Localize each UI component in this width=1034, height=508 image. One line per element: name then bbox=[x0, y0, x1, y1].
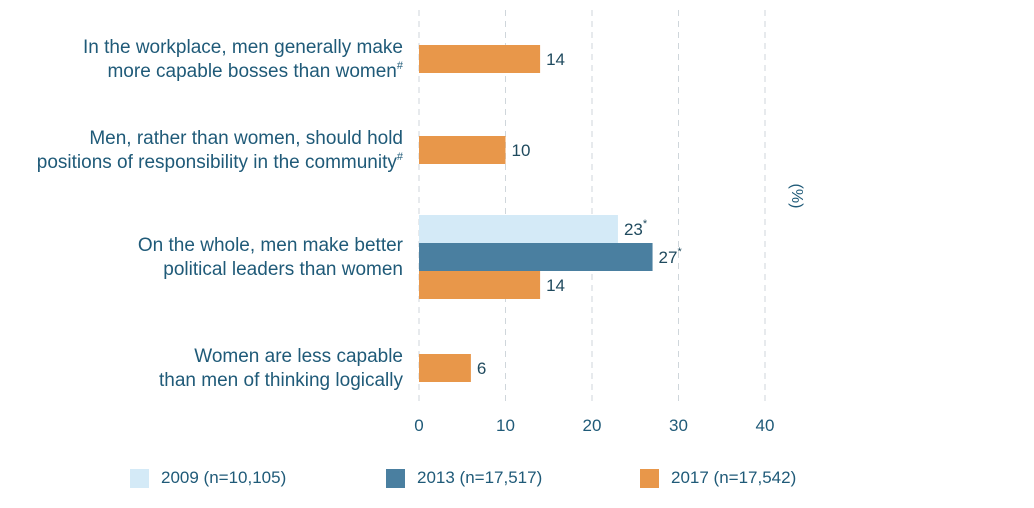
bar bbox=[419, 215, 618, 243]
x-tick-label: 30 bbox=[669, 416, 688, 435]
data-label: 14 bbox=[546, 276, 565, 295]
bar bbox=[419, 354, 471, 382]
category-label: On the whole, men make better bbox=[138, 235, 404, 256]
legend-item: 2013 (n=17,517) bbox=[386, 462, 542, 494]
unit-label: (%) bbox=[788, 184, 805, 209]
x-tick-label: 40 bbox=[756, 416, 775, 435]
legend-label: 2017 (n=17,542) bbox=[671, 468, 797, 487]
category-label: Men, rather than women, should hold bbox=[89, 128, 403, 149]
data-label: 10 bbox=[512, 141, 531, 160]
data-label: 14 bbox=[546, 50, 565, 69]
data-label: 27* bbox=[659, 246, 683, 267]
legend-swatch bbox=[130, 468, 149, 488]
legend-item: 2017 (n=17,542) bbox=[640, 462, 796, 494]
category-label: more capable bosses than women# bbox=[107, 60, 403, 82]
x-tick-label: 20 bbox=[583, 416, 602, 435]
legend-swatch bbox=[640, 468, 659, 488]
chart: 0 10 20 30 40 (%) In the workplace, men genera… bbox=[37, 10, 805, 435]
data-label: 6 bbox=[477, 359, 486, 378]
legend-label: 2009 (n=10,105) bbox=[161, 468, 287, 487]
legend: 2009 (n=10,105) 2013 (n=17,517) 2017 (n=17… bbox=[0, 462, 1034, 494]
x-tick-label: 10 bbox=[496, 416, 515, 435]
category-label: political leaders than women bbox=[163, 259, 403, 280]
data-label: 23* bbox=[624, 218, 648, 239]
legend-label: 2013 (n=17,517) bbox=[417, 468, 543, 487]
category-label: Women are less capable bbox=[194, 346, 403, 367]
bar bbox=[419, 271, 541, 299]
x-tick-label: 0 bbox=[414, 416, 423, 435]
category-label: than men of thinking logically bbox=[159, 370, 403, 391]
category-label: In the workplace, men generally make bbox=[83, 37, 403, 58]
category-label: positions of responsibility in the commu… bbox=[37, 151, 404, 173]
bar bbox=[419, 243, 653, 271]
legend-swatch bbox=[386, 468, 405, 488]
legend-item: 2009 (n=10,105) bbox=[130, 462, 286, 494]
bar bbox=[419, 136, 506, 164]
bar bbox=[419, 45, 541, 73]
